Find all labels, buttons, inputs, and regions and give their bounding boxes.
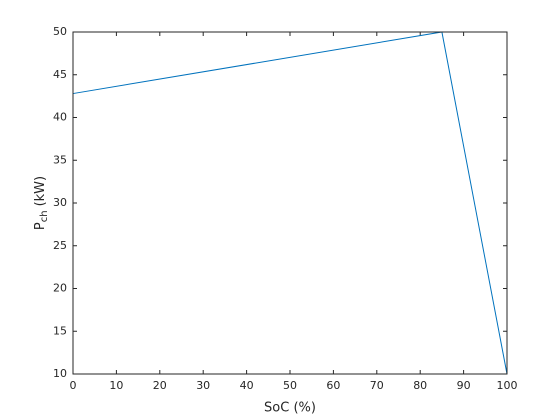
x-tick-label: 30 — [196, 379, 210, 392]
x-tick-label: 50 — [283, 379, 297, 392]
x-tick-label: 20 — [153, 379, 167, 392]
y-tick-label: 10 — [53, 367, 67, 380]
x-tick-label: 100 — [497, 379, 518, 392]
x-tick-label: 40 — [240, 379, 254, 392]
x-tick-label: 90 — [457, 379, 471, 392]
plot-area — [73, 32, 507, 374]
y-label-subscript: ch — [39, 210, 50, 222]
y-tick-label: 25 — [53, 239, 67, 252]
y-tick-label: 40 — [53, 111, 67, 124]
axes-box — [72, 31, 508, 375]
x-tick-label: 10 — [109, 379, 123, 392]
y-axis-label: Pch (kW) — [33, 176, 51, 230]
y-tick-label: 50 — [53, 25, 67, 38]
x-tick-label: 80 — [413, 379, 427, 392]
y-label-unit: (kW) — [33, 176, 48, 207]
x-tick-label: 60 — [326, 379, 340, 392]
x-tick-label: 0 — [70, 379, 77, 392]
y-label-symbol: P — [33, 222, 48, 230]
y-tick-label: 15 — [53, 324, 67, 337]
x-tick-label: 70 — [370, 379, 384, 392]
y-tick-label: 20 — [53, 282, 67, 295]
x-axis-label: SoC (%) — [264, 401, 316, 416]
y-tick-label: 35 — [53, 153, 67, 166]
y-tick-label: 45 — [53, 68, 67, 81]
y-tick-label: 30 — [53, 196, 67, 209]
